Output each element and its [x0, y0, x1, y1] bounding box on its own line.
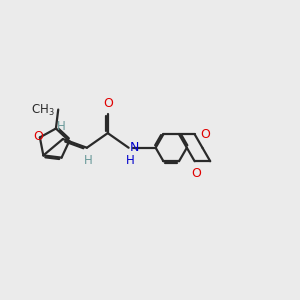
- Text: H: H: [126, 154, 134, 167]
- Text: H: H: [57, 120, 66, 133]
- Text: O: O: [191, 167, 201, 180]
- Text: CH$_3$: CH$_3$: [31, 103, 55, 118]
- Text: O: O: [200, 128, 210, 141]
- Text: N: N: [130, 141, 140, 154]
- Text: H: H: [84, 154, 93, 167]
- Text: O: O: [33, 130, 43, 143]
- Text: O: O: [103, 98, 113, 110]
